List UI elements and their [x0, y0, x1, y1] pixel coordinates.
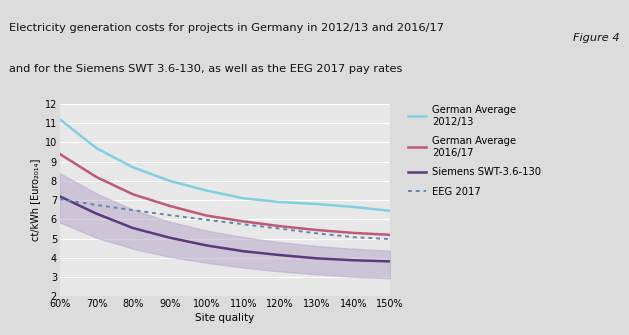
X-axis label: Site quality: Site quality: [195, 314, 255, 323]
Text: Figure 4: Figure 4: [573, 32, 620, 43]
Text: Electricity generation costs for projects in Germany in 2012/13 and 2016/17: Electricity generation costs for project…: [9, 23, 445, 34]
Y-axis label: ct/kWh [Euro₂₀₁₄]: ct/kWh [Euro₂₀₁₄]: [30, 159, 40, 241]
Text: and for the Siemens SWT 3.6-130, as well as the EEG 2017 pay rates: and for the Siemens SWT 3.6-130, as well…: [9, 64, 403, 74]
Legend: German Average
2012/13, German Average
2016/17, Siemens SWT-3.6-130, EEG 2017: German Average 2012/13, German Average 2…: [408, 105, 541, 197]
